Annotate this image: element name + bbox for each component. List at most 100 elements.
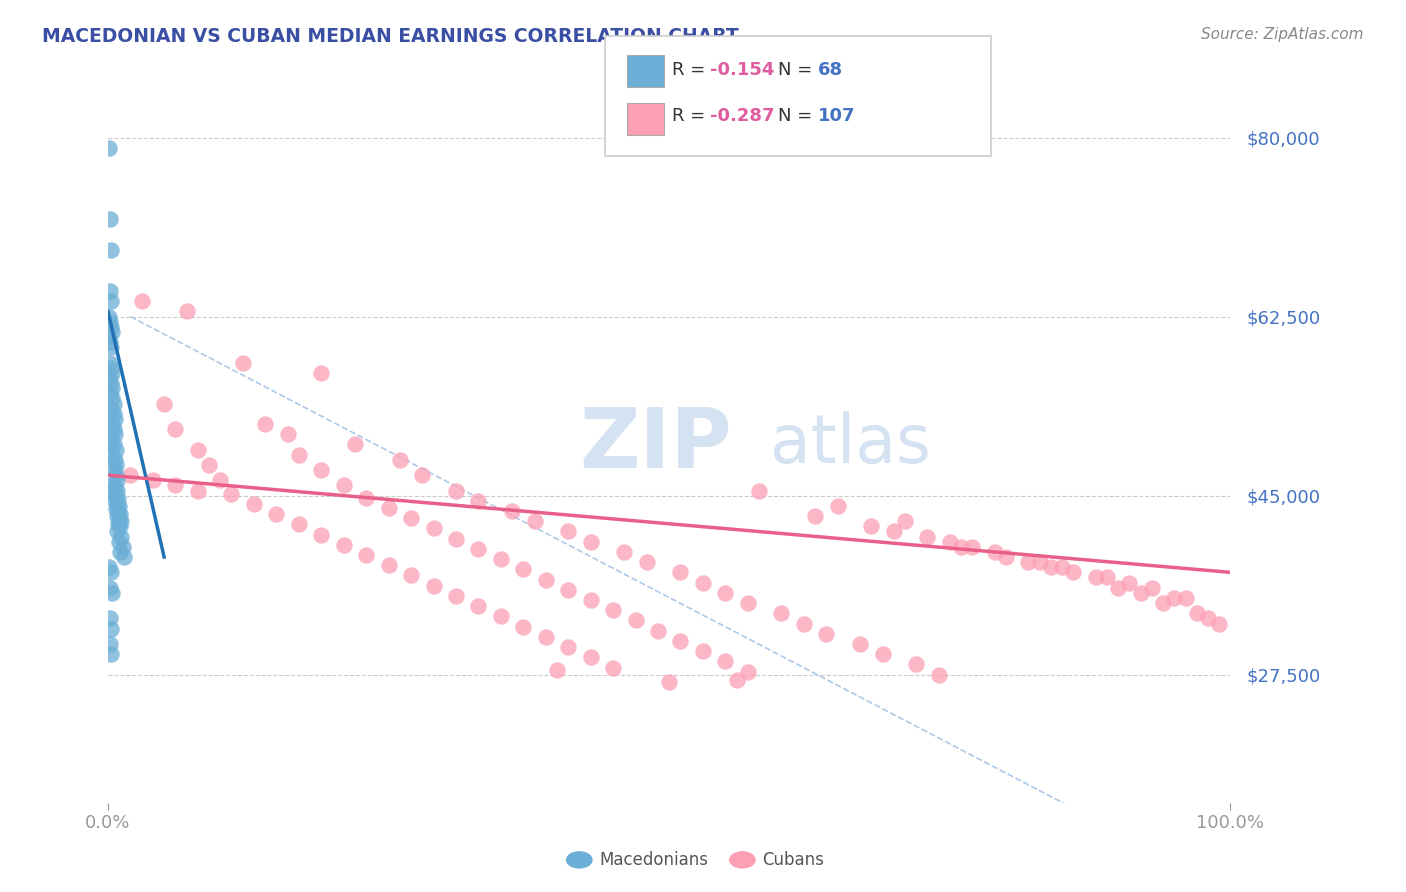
Point [98, 284, 121, 298]
Point [103, 396, 125, 410]
Point [98, 371, 121, 385]
Point [354, 491, 377, 505]
Point [579, 534, 602, 549]
Point [444, 532, 467, 546]
Point [737, 665, 759, 679]
Point [98, 356, 121, 370]
Point [669, 566, 692, 580]
Point [512, 562, 534, 576]
Point [309, 366, 332, 380]
Point [467, 541, 489, 556]
Point [894, 514, 917, 528]
Point [104, 427, 127, 442]
Point [602, 660, 624, 674]
Point [98, 560, 121, 574]
Point [100, 340, 122, 354]
Point [523, 514, 546, 528]
Point [104, 502, 127, 516]
Point [103, 463, 125, 477]
Point [100, 622, 122, 636]
Point [100, 319, 122, 334]
Text: R =: R = [672, 61, 711, 78]
Text: Cubans: Cubans [762, 851, 824, 869]
Text: R =: R = [672, 107, 711, 125]
Point [411, 468, 433, 483]
Point [714, 586, 737, 600]
Point [187, 442, 209, 457]
Point [98, 141, 121, 155]
Point [221, 486, 243, 500]
Point [546, 663, 568, 677]
Point [1197, 611, 1219, 625]
Point [467, 599, 489, 614]
Point [692, 644, 714, 658]
Point [1140, 581, 1163, 595]
Point [770, 607, 793, 621]
Point [232, 356, 254, 370]
Point [827, 499, 849, 513]
Point [815, 627, 838, 641]
Point [534, 573, 557, 587]
Point [277, 427, 299, 442]
Point [557, 524, 579, 539]
Point [209, 473, 232, 487]
Point [176, 304, 198, 318]
Point [647, 624, 669, 638]
Point [111, 540, 134, 554]
Point [101, 448, 124, 462]
Point [467, 493, 489, 508]
Point [1208, 616, 1230, 631]
Point [602, 603, 624, 617]
Point [100, 243, 122, 257]
Point [288, 448, 311, 462]
Point [579, 593, 602, 607]
Point [108, 499, 131, 513]
Point [377, 558, 399, 573]
Point [579, 650, 602, 665]
Point [399, 568, 422, 582]
Point [104, 468, 127, 483]
Text: N =: N = [778, 107, 817, 125]
Point [489, 552, 512, 566]
Point [994, 549, 1017, 564]
Point [98, 315, 121, 329]
Point [1152, 596, 1174, 610]
Point [444, 483, 467, 498]
Point [104, 458, 127, 472]
Point [950, 540, 973, 554]
Point [1084, 570, 1107, 584]
Point [1107, 581, 1129, 595]
Point [101, 325, 124, 339]
Point [1050, 560, 1073, 574]
Point [501, 504, 523, 518]
Text: ZIP: ZIP [579, 404, 733, 485]
Point [105, 483, 128, 498]
Point [105, 524, 128, 539]
Point [105, 473, 128, 487]
Point [962, 540, 984, 554]
Point [101, 366, 124, 380]
Point [422, 521, 444, 535]
Point [309, 463, 332, 477]
Point [399, 511, 422, 525]
Point [98, 212, 121, 227]
Point [1095, 570, 1118, 584]
Point [110, 514, 132, 528]
Point [104, 412, 127, 426]
Text: Macedonians: Macedonians [599, 851, 709, 869]
Text: atlas: atlas [770, 411, 931, 477]
Point [1039, 560, 1062, 574]
Point [98, 611, 121, 625]
Point [104, 493, 127, 508]
Point [557, 582, 579, 597]
Point [984, 545, 1007, 559]
Point [100, 433, 122, 447]
Point [1185, 607, 1208, 621]
Point [804, 509, 827, 524]
Point [860, 519, 883, 533]
Text: Source: ZipAtlas.com: Source: ZipAtlas.com [1201, 27, 1364, 42]
Point [100, 566, 122, 580]
Point [388, 452, 411, 467]
Point [108, 512, 131, 526]
Point [120, 468, 142, 483]
